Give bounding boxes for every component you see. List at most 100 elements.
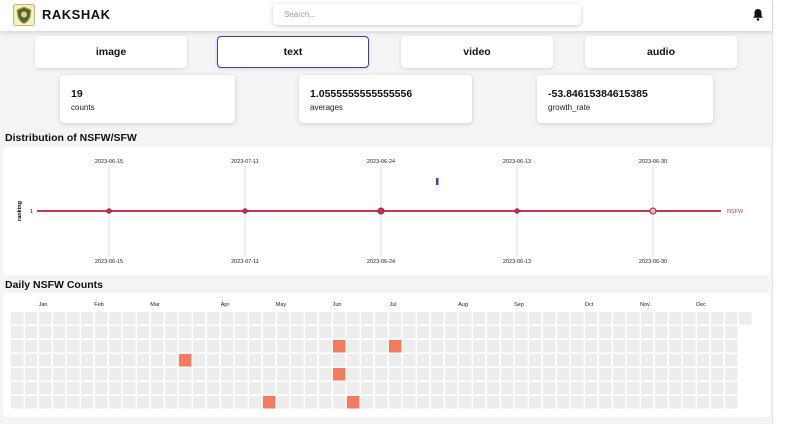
heatmap-cell[interactable] [95, 340, 108, 353]
heatmap-cell[interactable] [431, 368, 444, 381]
heatmap-cell[interactable] [221, 396, 234, 409]
heatmap-cell[interactable] [683, 368, 696, 381]
bell-icon[interactable] [752, 8, 764, 21]
heatmap-cell[interactable] [333, 326, 346, 339]
heatmap-cell[interactable] [95, 326, 108, 339]
heatmap-cell[interactable] [571, 340, 584, 353]
heatmap-cell[interactable] [389, 368, 402, 381]
heatmap-cell[interactable] [445, 396, 458, 409]
heatmap-cell[interactable] [655, 382, 668, 395]
heatmap-cell[interactable] [333, 368, 346, 381]
heatmap-cell[interactable] [235, 396, 248, 409]
heatmap-cell[interactable] [165, 382, 178, 395]
heatmap-cell[interactable] [641, 340, 654, 353]
heatmap-cell[interactable] [571, 312, 584, 325]
heatmap-cell[interactable] [669, 326, 682, 339]
heatmap-cell[interactable] [529, 396, 542, 409]
heatmap-cell[interactable] [137, 382, 150, 395]
heatmap-cell[interactable] [235, 382, 248, 395]
heatmap-cell[interactable] [81, 340, 94, 353]
heatmap-cell[interactable] [445, 340, 458, 353]
heatmap-cell[interactable] [473, 382, 486, 395]
heatmap-cell[interactable] [319, 326, 332, 339]
heatmap-cell[interactable] [627, 326, 640, 339]
heatmap-cell[interactable] [11, 354, 24, 367]
heatmap-cell[interactable] [627, 340, 640, 353]
heatmap-cell[interactable] [697, 382, 710, 395]
heatmap-cell[interactable] [263, 368, 276, 381]
heatmap-cell[interactable] [515, 340, 528, 353]
heatmap-cell[interactable] [67, 396, 80, 409]
heatmap-cell[interactable] [375, 354, 388, 367]
heatmap-cell[interactable] [627, 396, 640, 409]
heatmap-cell[interactable] [319, 340, 332, 353]
heatmap-cell[interactable] [543, 326, 556, 339]
heatmap-cell[interactable] [655, 326, 668, 339]
heatmap-cell[interactable] [543, 340, 556, 353]
heatmap-cell[interactable] [249, 396, 262, 409]
heatmap-cell[interactable] [207, 340, 220, 353]
heatmap-cell[interactable] [291, 340, 304, 353]
heatmap-cell[interactable] [641, 368, 654, 381]
heatmap-cell[interactable] [333, 312, 346, 325]
heatmap-cell[interactable] [207, 354, 220, 367]
heatmap-cell[interactable] [389, 354, 402, 367]
heatmap-cell[interactable] [389, 340, 402, 353]
heatmap-cell[interactable] [305, 354, 318, 367]
heatmap-cell[interactable] [67, 326, 80, 339]
heatmap-cell[interactable] [501, 396, 514, 409]
heatmap-cell[interactable] [487, 340, 500, 353]
heatmap-cell[interactable] [207, 326, 220, 339]
heatmap-cell[interactable] [333, 340, 346, 353]
heatmap-cell[interactable] [613, 326, 626, 339]
heatmap-cell[interactable] [529, 312, 542, 325]
heatmap-cell[interactable] [641, 312, 654, 325]
heatmap-cell[interactable] [655, 396, 668, 409]
heatmap-cell[interactable] [249, 340, 262, 353]
heatmap-cell[interactable] [515, 368, 528, 381]
heatmap-cell[interactable] [165, 368, 178, 381]
heatmap-cell[interactable] [221, 354, 234, 367]
heatmap-cell[interactable] [291, 326, 304, 339]
heatmap-cell[interactable] [459, 382, 472, 395]
heatmap-cell[interactable] [599, 396, 612, 409]
heatmap-cell[interactable] [515, 396, 528, 409]
heatmap-cell[interactable] [697, 396, 710, 409]
heatmap-cell[interactable] [291, 396, 304, 409]
heatmap-cell[interactable] [711, 340, 724, 353]
heatmap-cell[interactable] [473, 312, 486, 325]
heatmap-cell[interactable] [207, 382, 220, 395]
heatmap-cell[interactable] [151, 326, 164, 339]
heatmap-cell[interactable] [487, 326, 500, 339]
heatmap-cell[interactable] [109, 382, 122, 395]
heatmap-cell[interactable] [389, 382, 402, 395]
heatmap-cell[interactable] [25, 382, 38, 395]
heatmap-cell[interactable] [193, 312, 206, 325]
heatmap-cell[interactable] [179, 312, 192, 325]
heatmap-cell[interactable] [263, 312, 276, 325]
heatmap-cell[interactable] [641, 354, 654, 367]
heatmap-cell[interactable] [459, 326, 472, 339]
heatmap-cell[interactable] [361, 382, 374, 395]
heatmap-cell[interactable] [683, 340, 696, 353]
heatmap-cell[interactable] [95, 354, 108, 367]
heatmap-cell[interactable] [263, 340, 276, 353]
heatmap-cell[interactable] [669, 396, 682, 409]
heatmap-cell[interactable] [277, 368, 290, 381]
heatmap-cell[interactable] [487, 312, 500, 325]
heatmap-cell[interactable] [81, 382, 94, 395]
heatmap-cell[interactable] [501, 354, 514, 367]
heatmap-cell[interactable] [543, 368, 556, 381]
heatmap-cell[interactable] [333, 382, 346, 395]
heatmap-cell[interactable] [669, 354, 682, 367]
heatmap-cell[interactable] [25, 326, 38, 339]
heatmap-cell[interactable] [417, 326, 430, 339]
heatmap-cell[interactable] [445, 368, 458, 381]
heatmap-cell[interactable] [291, 354, 304, 367]
heatmap-cell[interactable] [249, 326, 262, 339]
heatmap-cell[interactable] [515, 326, 528, 339]
heatmap-cell[interactable] [347, 340, 360, 353]
heatmap-cell[interactable] [291, 312, 304, 325]
heatmap-cell[interactable] [95, 396, 108, 409]
heatmap-cell[interactable] [39, 340, 52, 353]
